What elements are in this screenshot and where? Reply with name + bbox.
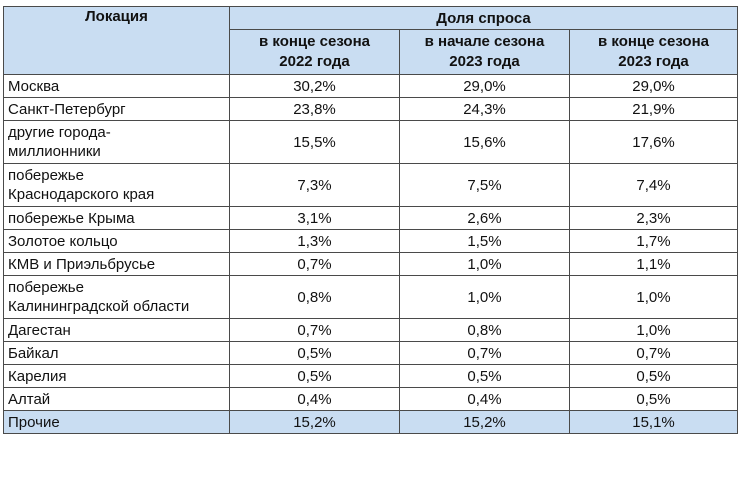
- total-location-cell: Прочие: [3, 410, 230, 434]
- table-row: другие города-миллионники 15,5% 15,6% 17,6%: [3, 120, 739, 164]
- period-header-line: в начале сезона: [424, 33, 545, 50]
- share-value-cell: 2,6%: [399, 206, 570, 230]
- share-value-cell: 0,5%: [229, 364, 400, 388]
- share-value-cell: 21,9%: [568, 97, 739, 121]
- location-cell: Дагестан: [3, 318, 230, 342]
- share-value-cell: 0,7%: [568, 341, 739, 365]
- share-value-cell: 0,5%: [568, 387, 739, 411]
- period-header-end-2022: в конце сезона 2022 года: [229, 29, 400, 75]
- share-value-cell: 0,7%: [229, 318, 400, 342]
- location-line: побережье Крыма: [8, 209, 135, 227]
- share-value-cell: 0,4%: [399, 387, 570, 411]
- total-value-cell: 15,1%: [568, 410, 739, 434]
- share-value-cell: 1,0%: [568, 275, 739, 319]
- location-line: Дагестан: [8, 321, 71, 339]
- period-header-end-2023: в конце сезона 2023 года: [568, 29, 739, 75]
- table-row: побережье Калининградской области 0,8% 1,0%…: [3, 275, 739, 319]
- table-row: Золотое кольцо 1,3% 1,5% 1,7%: [3, 229, 739, 253]
- location-line: другие города-: [8, 124, 111, 141]
- table-row: побережье Крыма 3,1% 2,6% 2,3%: [3, 206, 739, 230]
- location-line: Санкт-Петербург: [8, 100, 126, 118]
- table-body: Москва 30,2% 29,0% 29,0% Санкт-Петербург 23,8…: [3, 74, 739, 411]
- share-value-cell: 29,0%: [568, 74, 739, 98]
- location-line: миллионники: [8, 143, 101, 160]
- table-row: Москва 30,2% 29,0% 29,0%: [3, 74, 739, 98]
- table-row: побережье Краснодарского края 7,3% 7,5% 7,4%: [3, 163, 739, 207]
- share-value-cell: 29,0%: [399, 74, 570, 98]
- location-cell: побережье Крыма: [3, 206, 230, 230]
- table-row: Карелия 0,5% 0,5% 0,5%: [3, 364, 739, 388]
- share-value-cell: 7,4%: [568, 163, 739, 207]
- location-cell: Москва: [3, 74, 230, 98]
- location-line: Калининградской области: [8, 298, 190, 315]
- period-header-line: 2023 года: [449, 53, 520, 70]
- share-value-cell: 3,1%: [229, 206, 400, 230]
- share-value-cell: 17,6%: [568, 120, 739, 164]
- location-cell: Золотое кольцо: [3, 229, 230, 253]
- location-line: Золотое кольцо: [8, 232, 118, 250]
- table-row: Алтай 0,4% 0,4% 0,5%: [3, 387, 739, 411]
- location-cell: Алтай: [3, 387, 230, 411]
- share-value-cell: 15,6%: [399, 120, 570, 164]
- period-header-start-2023: в начале сезона 2023 года: [399, 29, 570, 75]
- share-value-cell: 0,5%: [229, 341, 400, 365]
- location-cell: Байкал: [3, 341, 230, 365]
- location-cell: побережье Калининградской области: [3, 275, 230, 319]
- total-value-cell: 15,2%: [399, 410, 570, 434]
- share-value-cell: 0,8%: [229, 275, 400, 319]
- total-value-cell: 15,2%: [229, 410, 400, 434]
- total-row: Прочие 15,2% 15,2% 15,1%: [3, 410, 739, 434]
- period-header-line: 2023 года: [618, 53, 689, 70]
- location-line: КМВ и Приэльбрусье: [8, 255, 156, 273]
- share-value-cell: 23,8%: [229, 97, 400, 121]
- location-cell: Санкт-Петербург: [3, 97, 230, 121]
- share-value-cell: 1,3%: [229, 229, 400, 253]
- location-cell: КМВ и Приэльбрусье: [3, 252, 230, 276]
- share-value-cell: 0,8%: [399, 318, 570, 342]
- share-value-cell: 24,3%: [399, 97, 570, 121]
- share-value-cell: 1,7%: [568, 229, 739, 253]
- share-value-cell: 1,0%: [568, 318, 739, 342]
- share-value-cell: 1,5%: [399, 229, 570, 253]
- share-value-cell: 7,5%: [399, 163, 570, 207]
- share-value-cell: 0,5%: [568, 364, 739, 388]
- location-line: Алтай: [8, 390, 51, 408]
- location-line: Карелия: [8, 367, 67, 385]
- location-line: Москва: [8, 77, 60, 95]
- location-cell: побережье Краснодарского края: [3, 163, 230, 207]
- location-cell: другие города-миллионники: [3, 120, 230, 164]
- share-value-cell: 2,3%: [568, 206, 739, 230]
- demand-share-header: Доля спроса: [228, 6, 739, 30]
- period-header-line: в конце сезона: [259, 33, 370, 50]
- location-line: побережье: [8, 279, 84, 296]
- share-value-cell: 0,7%: [229, 252, 400, 276]
- header-row-top: Локация Доля спроса: [3, 6, 739, 75]
- share-value-cell: 15,5%: [229, 120, 400, 164]
- share-value-cell: 0,4%: [229, 387, 400, 411]
- share-value-cell: 1,0%: [399, 252, 570, 276]
- share-value-cell: 1,1%: [568, 252, 739, 276]
- location-header: Локация: [3, 6, 230, 75]
- share-value-cell: 7,3%: [229, 163, 400, 207]
- share-value-cell: 30,2%: [229, 74, 400, 98]
- table-row: Санкт-Петербург 23,8% 24,3% 21,9%: [3, 97, 739, 121]
- location-line: Краснодарского края: [8, 186, 155, 203]
- table-row: Дагестан 0,7% 0,8% 1,0%: [3, 318, 739, 342]
- share-value-cell: 0,7%: [399, 341, 570, 365]
- location-cell: Карелия: [3, 364, 230, 388]
- location-line: Байкал: [8, 344, 59, 362]
- location-line: побережье: [8, 167, 84, 184]
- period-header-line: 2022 года: [279, 53, 350, 70]
- share-value-cell: 1,0%: [399, 275, 570, 319]
- period-header-line: в конце сезона: [598, 33, 709, 50]
- share-value-cell: 0,5%: [399, 364, 570, 388]
- table-row: Байкал 0,5% 0,7% 0,7%: [3, 341, 739, 365]
- table-row: КМВ и Приэльбрусье 0,7% 1,0% 1,1%: [3, 252, 739, 276]
- demand-share-table: Локация Доля спроса в конце сезона 2022 …: [3, 6, 739, 434]
- header-row-periods: в конце сезона 2022 года в начале сезона…: [4, 29, 739, 75]
